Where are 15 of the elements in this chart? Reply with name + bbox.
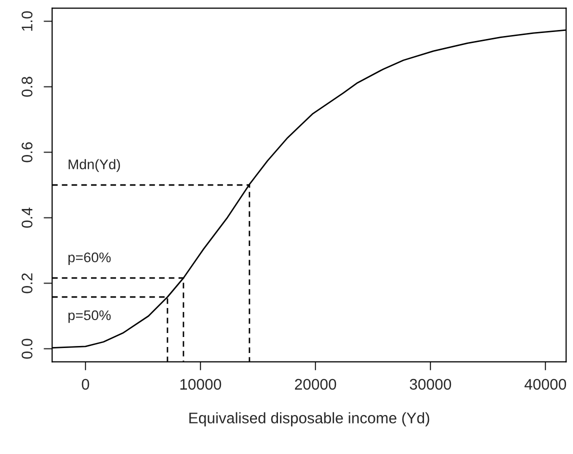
y-tick-label: 0.6: [22, 142, 32, 162]
x-tick-label: 40000: [524, 378, 566, 390]
y-tick-label: 0.2: [22, 273, 32, 294]
x-tick-label: 20000: [294, 378, 336, 390]
y-tick-label: 0.4: [22, 208, 32, 228]
y-tick-label: 0.8: [22, 76, 32, 97]
annotation: p=50%: [68, 310, 111, 323]
x-tick-label: 30000: [410, 378, 452, 390]
annotation: Mdn(Yd): [68, 159, 120, 172]
y-tick-label: 1.0: [22, 11, 32, 31]
y-tick-label: 0.0: [22, 338, 32, 359]
x-tick-label: 0: [82, 378, 90, 390]
x-tick-label: 10000: [180, 378, 222, 390]
annotation: p=60%: [68, 252, 111, 266]
x-axis-title: Equivalised disposable income (Yd): [189, 412, 430, 426]
